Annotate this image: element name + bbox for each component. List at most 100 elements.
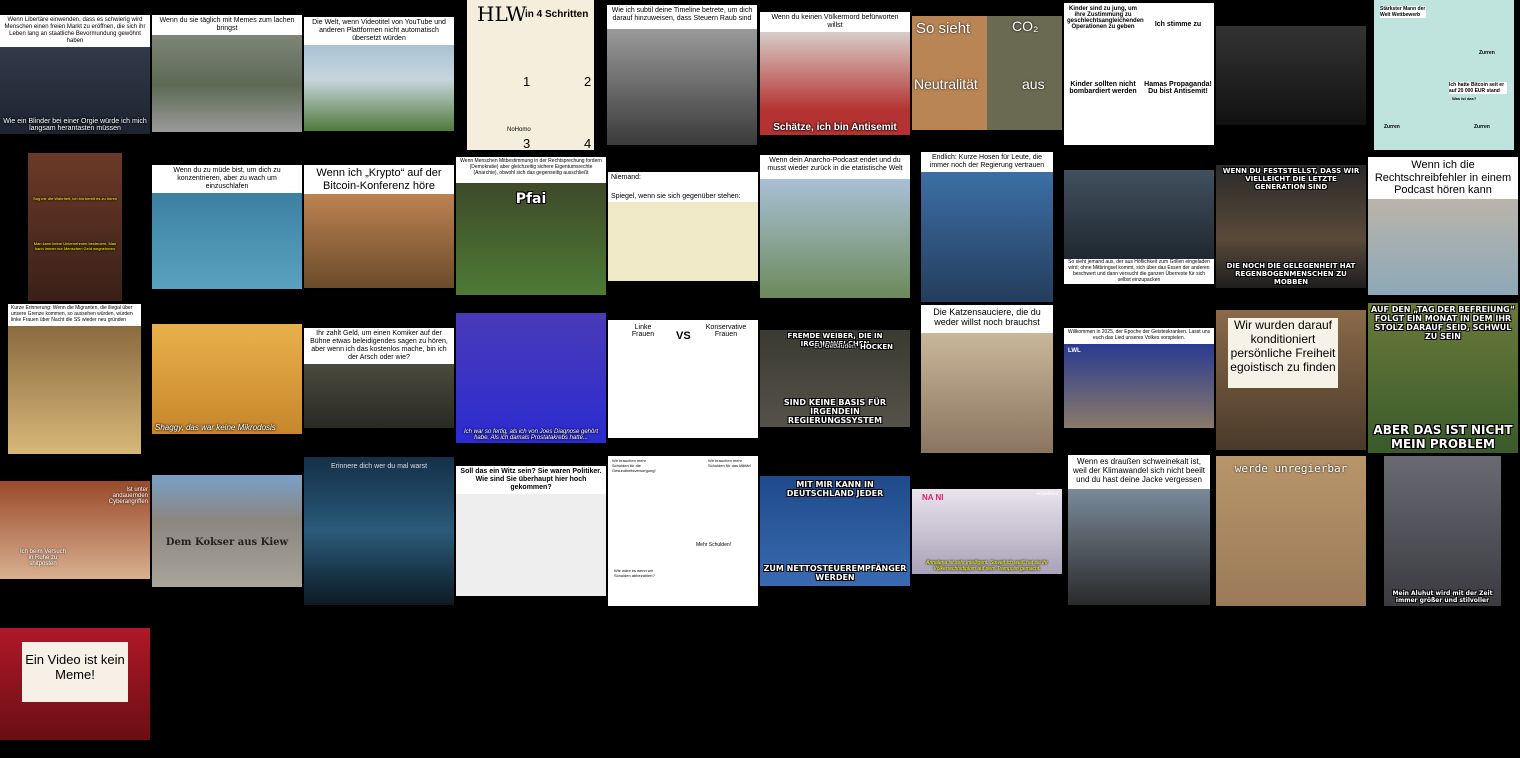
meme-tile[interactable]: Willkommen in 2025, der Epoche der Geist… [1064, 328, 1214, 428]
meme-label: Kinder sollten nicht bombardiert werden [1069, 81, 1137, 95]
meme-label: Hamas Propaganda! Du bist Antisemit! [1144, 81, 1212, 95]
meme-tile[interactable]: Wenn dein Anarcho-Podcast endet und du m… [760, 155, 910, 298]
meme-tile[interactable]: Ihr zahlt Geld, um einen Komiker auf der… [304, 328, 454, 428]
meme-caption: Ihr zahlt Geld, um einen Komiker auf der… [304, 328, 454, 365]
meme-tile[interactable]: Mit mir kann in Deutschland jeder zum Ne… [760, 476, 910, 586]
meme-tile[interactable]: Stärkster Mann der Welt Wettbewerb Zurre… [1374, 0, 1514, 150]
meme-caption: Endlich: Kurze Hosen für Leute, die imme… [921, 152, 1053, 173]
meme-tile[interactable]: Wenn du zu müde bist, um dich zu konzent… [152, 165, 302, 289]
meme-caption: Wenn ich die Rechtschreibfehler in einem… [1368, 157, 1518, 199]
meme-tile[interactable]: Dem Kokser aus Kiew [152, 475, 302, 587]
step-label: 1 [523, 74, 531, 89]
speech-bubble: Wie wäre es wenn wir Schulden abbezahlen… [614, 568, 655, 578]
meme-tile[interactable]: Sag mir die Wahrheit, ich bin bereit es … [28, 153, 122, 301]
meme-tile[interactable]: Wenn du feststellst, dass wir vielleicht… [1216, 165, 1366, 288]
meme-tile[interactable] [1216, 26, 1366, 125]
meme-tile[interactable]: Soll das ein Witz sein? Sie waren Politi… [456, 466, 606, 596]
speech-bubble: Wir brauchen mehr Schulden für die Gesun… [612, 458, 656, 473]
meme-tile[interactable]: Mein Aluhut wird mit der Zeit immer größ… [1384, 456, 1501, 606]
meme-label: Stärkster Mann der Welt Wettbewerb [1380, 6, 1426, 18]
meme-label: aus [1022, 76, 1045, 92]
meme-tile[interactable]: Wenn du keinen Völkermord befürworten wi… [760, 12, 910, 135]
meme-tile[interactable]: Erinnere dich wer du mal warst [304, 457, 454, 605]
meme-tile[interactable]: Wir wurden darauf konditioniert persönli… [1216, 310, 1366, 450]
meme-label: Ich stimme zu [1154, 21, 1202, 28]
meme-tile[interactable]: Wenn es draußen schweinekalt ist, weil d… [1068, 455, 1210, 605]
meme-label: Zurren [1474, 124, 1490, 130]
meme-top-text: Mit mir kann in Deutschland jeder [786, 480, 884, 498]
meme-label: Ich hatte Bitcoin seit er auf 20 000 EUR… [1449, 82, 1507, 94]
meme-label: werde unregierbar [1234, 462, 1348, 475]
meme-tile[interactable]: Wenn Menschen Mitbestimmung in der Recht… [456, 157, 606, 295]
meme-label: Linke Frauen [631, 324, 655, 338]
meme-subtitle: Annalena ist sehr intelligent. Soweit ic… [926, 560, 1048, 572]
step-label: 4 [584, 136, 592, 150]
meme-label: Zurren [1384, 124, 1400, 130]
meme-title-suffix: in 4 Schritten [525, 9, 589, 20]
meme-tile[interactable]: Die Welt, wenn Videotitel von YouTube un… [304, 17, 454, 131]
meme-tile[interactable]: Wie ich subtil deine Timeline betrete, u… [607, 5, 757, 145]
meme-top-text: Auf den „Tag der Befreiung“ folgt ein Mo… [1371, 305, 1515, 341]
meme-tile[interactable]: Kurze Erinnerung: Wenn die Migranten, di… [8, 304, 141, 454]
meme-tile[interactable]: Fremde Weiber, die in irgendwelchen EU-G… [760, 330, 910, 427]
meme-bottom-text: sind keine Basis für irgendein Regierung… [783, 398, 887, 425]
meme-caption: Wie ich subtil deine Timeline betrete, u… [607, 5, 757, 26]
meme-tile[interactable]: Wenn ich „Krypto“ auf der Bitcoin-Konfer… [304, 165, 454, 288]
meme-caption: Wenn Menschen Mitbestimmung in der Recht… [456, 157, 606, 179]
meme-tile[interactable]: Endlich: Kurze Hosen für Leute, die imme… [921, 152, 1053, 302]
meme-logo: NA NI [922, 493, 944, 502]
meme-label: Dem Kokser aus Kiew [165, 537, 289, 548]
meme-tile[interactable]: Wenn ich die Rechtschreibfehler in einem… [1368, 157, 1518, 295]
meme-tile[interactable]: Wenn du sie täglich mit Memes zum lachen… [152, 15, 302, 132]
meme-subtitle: Shaggy, das war keine Mikrodosis [155, 423, 276, 432]
meme-caption: Kurze Erinnerung: Wenn die Migranten, di… [8, 304, 141, 326]
meme-caption: Willkommen in 2025, der Epoche der Geist… [1064, 328, 1214, 344]
meme-tile[interactable]: Linke Frauen VS Konservative Frauen [608, 320, 758, 438]
meme-tile[interactable]: Ich war so fertig, als ich von Joes Diag… [456, 313, 606, 443]
meme-label: VS [676, 330, 691, 342]
meme-tile[interactable]: werde unregierbar [1216, 456, 1366, 606]
meme-caption: Die Welt, wenn Videotitel von YouTube un… [304, 17, 454, 46]
meme-tile[interactable]: Ein Video ist kein Meme! [0, 628, 150, 740]
meme-caption: Wenn du keinen Völkermord befürworten wi… [760, 12, 910, 33]
meme-label: Kinder sind zu jung, um ihre Zustimmung … [1067, 6, 1144, 30]
meme-bottom-text: die noch die Gelegenheit hat Regenbogenm… [1226, 262, 1356, 286]
meme-tile[interactable]: Wir brauchen mehr Schulden für die Gesun… [608, 456, 758, 606]
meme-subtitle: Schätze, ich bin Antisemit [773, 122, 897, 133]
meme-subtitle: Man kann keine Unternehmen besteuern. Ma… [33, 241, 117, 251]
meme-tile[interactable]: NA NI re:publica Annalena ist sehr intel… [912, 489, 1062, 574]
meme-subtitle: Ich war so fertig, als ich von Joes Diag… [463, 429, 599, 441]
party-label: SED [634, 514, 649, 521]
meme-caption: Die Katzensauciere, die du weder willst … [921, 305, 1053, 330]
step-label: 3 [523, 136, 531, 150]
meme-tile[interactable]: Auf den „Tag der Befreiung“ folgt ein Mo… [1368, 303, 1518, 453]
meme-label: hocken [859, 343, 893, 351]
meme-label: EU-Gebäuden [814, 343, 856, 350]
meme-tile[interactable]: So sieht jemand aus, der aus Höflichkeit… [1064, 170, 1214, 284]
meme-caption: Niemand: [608, 172, 758, 185]
meme-caption-2: Spiegel, wenn sie sich gegenüber stehen: [611, 193, 741, 200]
meme-tile[interactable]: Shaggy, das war keine Mikrodosis [152, 324, 302, 434]
meme-tile[interactable]: Kinder sind zu jung, um ihre Zustimmung … [1064, 3, 1214, 145]
meme-label: Zurren [1479, 50, 1495, 56]
meme-tile[interactable]: HLW in 4 Schritten 1 2 3 4 NoHomo [467, 0, 594, 150]
meme-tile[interactable]: Niemand: Spiegel, wenn sie sich gegenübe… [608, 172, 758, 281]
meme-caption: Wenn ich „Krypto“ auf der Bitcoin-Konfer… [304, 165, 454, 195]
meme-tile[interactable]: Wenn Libertäre einwenden, dass es schwie… [0, 15, 150, 134]
meme-tile[interactable]: Die Katzensauciere, die du weder willst … [921, 305, 1053, 453]
meme-caption: Wenn Libertäre einwenden, dass es schwie… [0, 15, 150, 47]
meme-top-text: Wenn du feststellst, dass wir vielleicht… [1222, 167, 1360, 191]
meme-bottom-text: zum Nettosteuerempfänger werden [763, 564, 907, 582]
meme-label: Konservative Frauen [705, 324, 747, 338]
meme-caption: Erinnere dich wer du mal warst [330, 463, 428, 470]
meme-subtitle: Wie ein Blinder bei einer Orgie würde ic… [3, 118, 147, 132]
meme-tile[interactable]: So sieht CO₂ Neutralität aus [912, 16, 1062, 130]
meme-label: CO₂ [1012, 18, 1039, 34]
meme-tile[interactable]: Ist unter andauernden Cyberangriffen Ich… [0, 481, 150, 579]
meme-tag: NoHomo [507, 127, 531, 133]
party-label: AfD [716, 514, 728, 521]
meme-label: Was ist das? [1452, 96, 1477, 101]
meme-label: Ist unter andauernden Cyberangriffen [108, 487, 148, 505]
meme-label: Ich beim Versuch in Ruhe zu shitposten [19, 549, 67, 567]
